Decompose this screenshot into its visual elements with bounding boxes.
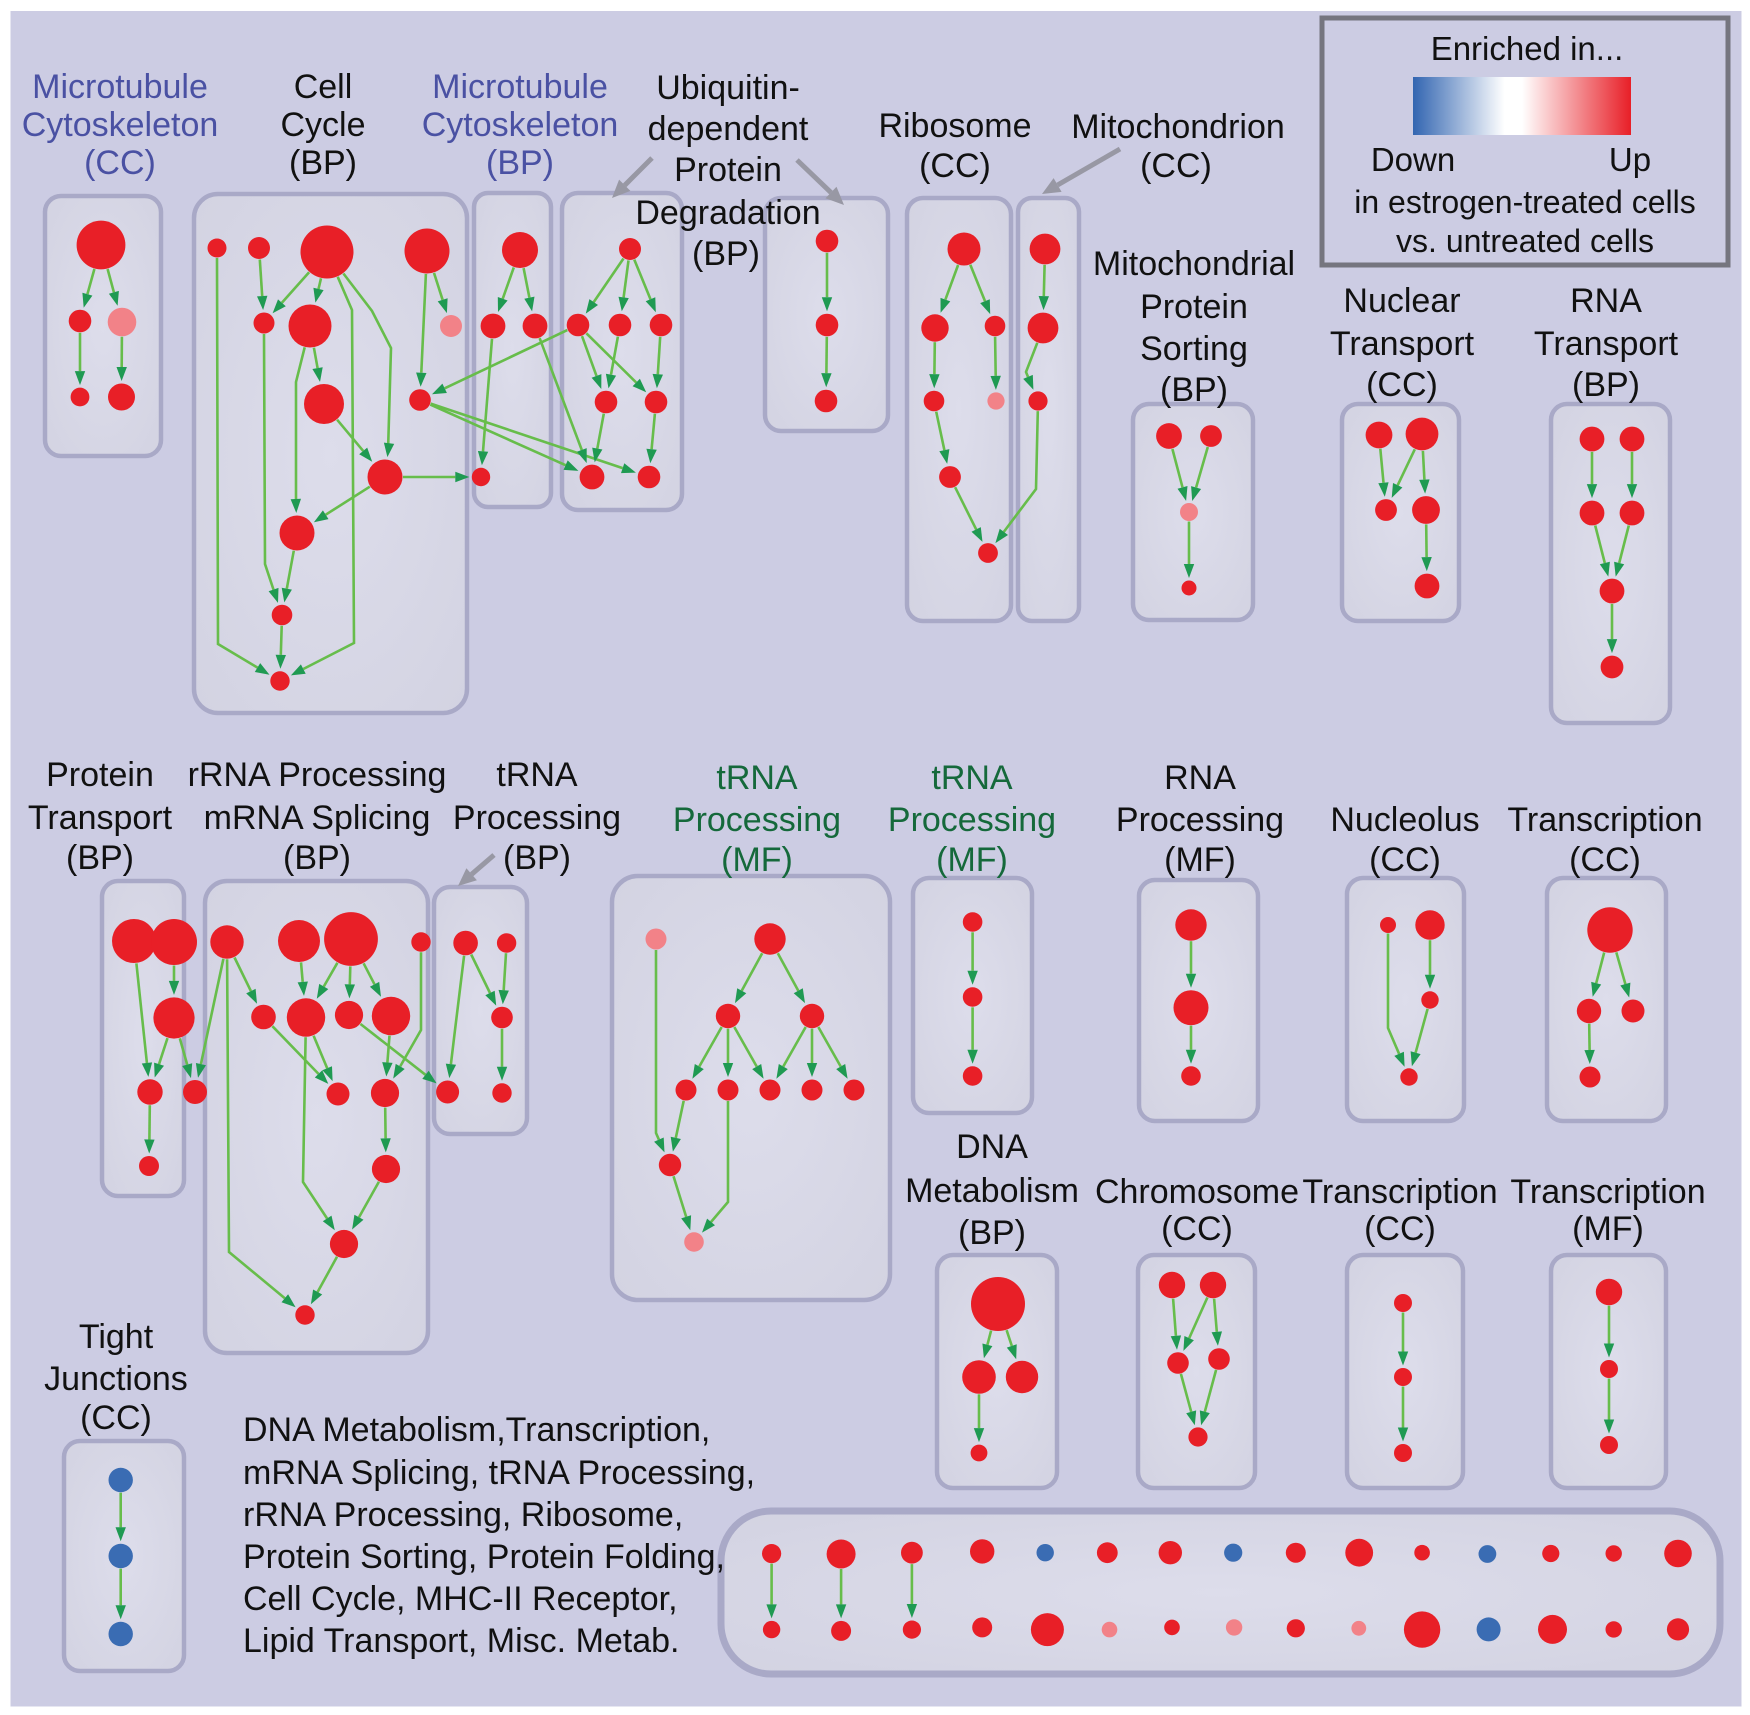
svg-text:(CC): (CC)	[84, 144, 156, 182]
svg-text:Degradation: Degradation	[635, 194, 820, 232]
svg-text:Nuclear: Nuclear	[1343, 282, 1460, 320]
svg-text:(MF): (MF)	[1572, 1210, 1644, 1248]
svg-text:Protein: Protein	[46, 756, 154, 794]
svg-text:Junctions: Junctions	[44, 1360, 188, 1398]
svg-text:Transcription: Transcription	[1302, 1173, 1497, 1211]
svg-text:(CC): (CC)	[1366, 366, 1438, 404]
svg-text:(MF): (MF)	[1164, 841, 1236, 879]
svg-text:(CC): (CC)	[919, 147, 991, 185]
svg-text:Microtubule: Microtubule	[432, 68, 608, 106]
svg-text:Protein: Protein	[674, 151, 782, 189]
svg-text:DNA Metabolism,Transcription,: DNA Metabolism,Transcription,	[243, 1411, 710, 1449]
svg-text:tRNA: tRNA	[931, 759, 1013, 797]
svg-text:Metabolism: Metabolism	[905, 1172, 1079, 1210]
svg-text:Processing: Processing	[453, 799, 621, 837]
svg-text:Protein: Protein	[1140, 288, 1248, 326]
svg-text:Lipid Transport, Misc. Metab.: Lipid Transport, Misc. Metab.	[243, 1622, 680, 1660]
svg-text:Transport: Transport	[1534, 325, 1679, 363]
svg-text:(BP): (BP)	[66, 839, 134, 877]
svg-text:(CC): (CC)	[1369, 841, 1441, 879]
svg-text:Chromosome: Chromosome	[1095, 1173, 1299, 1211]
svg-text:RNA: RNA	[1164, 759, 1236, 797]
svg-text:vs. untreated cells: vs. untreated cells	[1396, 223, 1654, 259]
svg-text:Mitochondrion: Mitochondrion	[1071, 108, 1285, 146]
svg-text:(CC): (CC)	[1161, 1210, 1233, 1248]
svg-text:Nucleolus: Nucleolus	[1330, 801, 1479, 839]
svg-text:Mitochondrial: Mitochondrial	[1093, 245, 1295, 283]
svg-text:(BP): (BP)	[283, 839, 351, 877]
svg-text:(MF): (MF)	[936, 841, 1008, 879]
svg-text:Protein Sorting, Protein Foldi: Protein Sorting, Protein Folding,	[243, 1538, 725, 1576]
svg-text:RNA: RNA	[1570, 282, 1642, 320]
svg-text:tRNA: tRNA	[496, 756, 578, 794]
svg-text:Sorting: Sorting	[1140, 330, 1248, 368]
svg-text:Cytoskeleton: Cytoskeleton	[422, 106, 619, 144]
svg-text:mRNA Splicing: mRNA Splicing	[204, 799, 431, 837]
svg-text:Processing: Processing	[1116, 801, 1284, 839]
svg-text:Cycle: Cycle	[280, 106, 365, 144]
svg-text:(MF): (MF)	[721, 841, 793, 879]
svg-text:(BP): (BP)	[692, 235, 760, 273]
svg-text:Processing: Processing	[673, 801, 841, 839]
svg-text:(BP): (BP)	[1572, 366, 1640, 404]
svg-text:(BP): (BP)	[289, 144, 357, 182]
svg-text:Ubiquitin-: Ubiquitin-	[656, 69, 800, 107]
svg-text:rRNA Processing: rRNA Processing	[188, 756, 447, 794]
svg-text:rRNA Processing, Ribosome,: rRNA Processing, Ribosome,	[243, 1496, 683, 1534]
svg-text:Cell Cycle, MHC-II Receptor,: Cell Cycle, MHC-II Receptor,	[243, 1580, 678, 1618]
svg-text:Transport: Transport	[28, 799, 173, 837]
svg-text:Up: Up	[1609, 141, 1651, 178]
svg-text:Transcription: Transcription	[1510, 1173, 1705, 1211]
svg-text:tRNA: tRNA	[716, 759, 798, 797]
svg-text:Processing: Processing	[888, 801, 1056, 839]
svg-text:(CC): (CC)	[80, 1399, 152, 1437]
svg-text:Down: Down	[1371, 141, 1455, 178]
svg-text:Cell: Cell	[294, 68, 353, 106]
svg-text:(CC): (CC)	[1364, 1210, 1436, 1248]
svg-text:(BP): (BP)	[1160, 371, 1228, 409]
svg-text:(BP): (BP)	[503, 839, 571, 877]
svg-text:Transcription: Transcription	[1507, 801, 1702, 839]
svg-text:(CC): (CC)	[1569, 841, 1641, 879]
svg-text:(BP): (BP)	[958, 1214, 1026, 1252]
svg-text:DNA: DNA	[956, 1128, 1028, 1166]
svg-text:Tight: Tight	[79, 1318, 154, 1356]
svg-text:(CC): (CC)	[1140, 147, 1212, 185]
svg-text:mRNA Splicing, tRNA Processing: mRNA Splicing, tRNA Processing,	[243, 1454, 755, 1492]
svg-text:dependent: dependent	[648, 110, 809, 148]
svg-text:Transport: Transport	[1330, 325, 1475, 363]
svg-text:Ribosome: Ribosome	[878, 107, 1031, 145]
svg-text:in estrogen-treated cells: in estrogen-treated cells	[1354, 184, 1696, 220]
svg-text:(BP): (BP)	[486, 144, 554, 182]
svg-text:Enriched in...: Enriched in...	[1431, 30, 1624, 67]
svg-text:Microtubule: Microtubule	[32, 68, 208, 106]
svg-text:Cytoskeleton: Cytoskeleton	[22, 106, 219, 144]
